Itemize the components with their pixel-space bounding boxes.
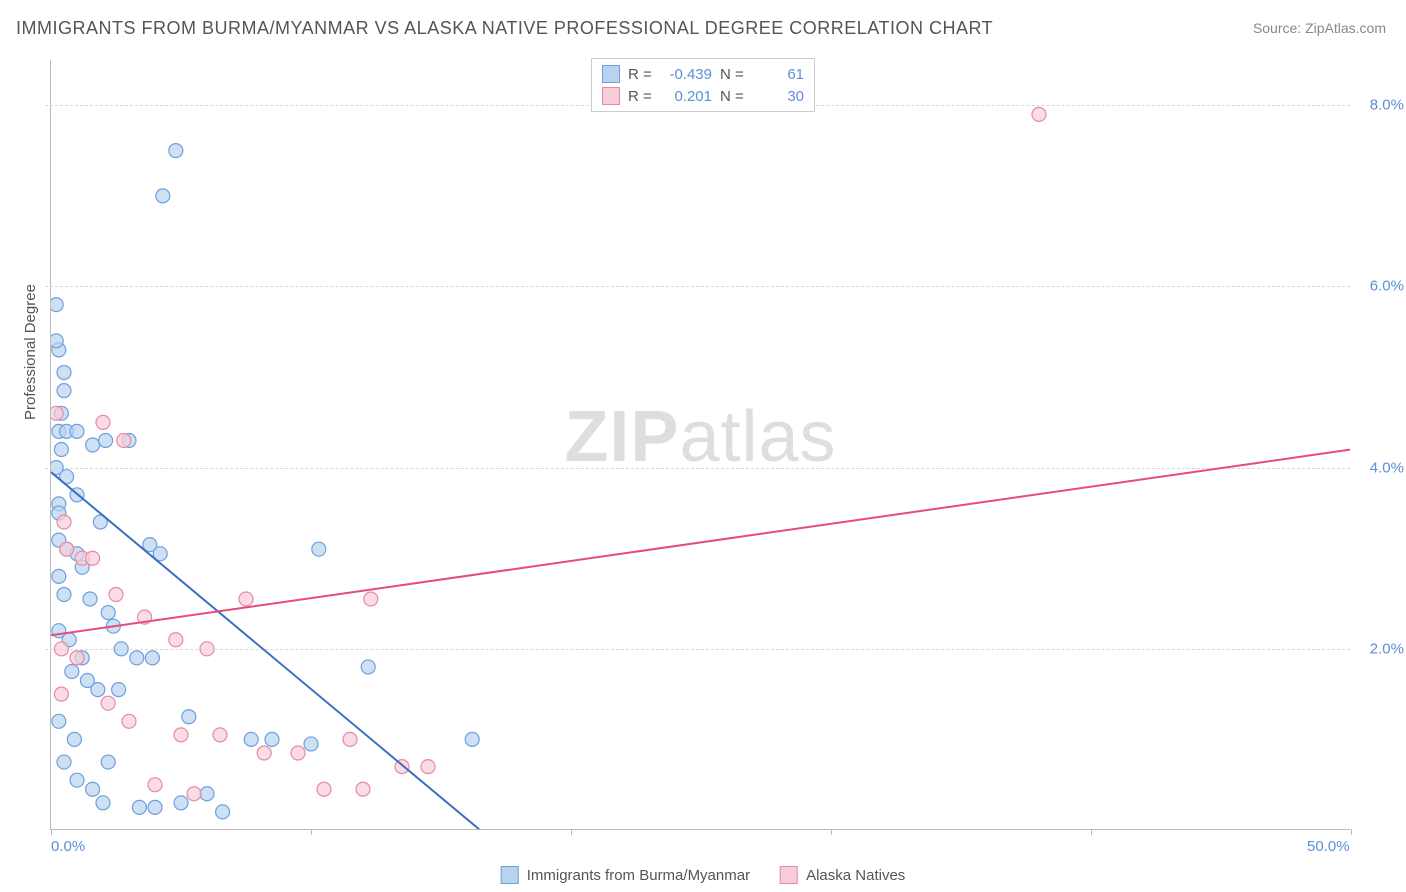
- swatch-series-2b: [780, 866, 798, 884]
- series-legend: Immigrants from Burma/Myanmar Alaska Nat…: [501, 866, 906, 884]
- legend-row-series-2: R = 0.201 N = 30: [602, 85, 804, 107]
- legend-item-series-1: Immigrants from Burma/Myanmar: [501, 866, 750, 884]
- x-tick: [51, 829, 52, 835]
- swatch-series-1b: [501, 866, 519, 884]
- swatch-series-2: [602, 87, 620, 105]
- y-axis-label: Professional Degree: [22, 284, 39, 420]
- r-label: R =: [628, 66, 656, 83]
- r-label: R =: [628, 88, 656, 105]
- n-label: N =: [720, 66, 748, 83]
- y-tick-label: 6.0%: [1354, 278, 1404, 295]
- x-tick: [1091, 829, 1092, 835]
- legend-row-series-1: R = -0.439 N = 61: [602, 63, 804, 85]
- r-value-1: -0.439: [664, 66, 712, 83]
- plot-area: ZIPatlas 2.0%4.0%6.0%8.0%0.0%50.0%: [50, 60, 1350, 830]
- n-value-1: 61: [756, 66, 804, 83]
- series-1-name: Immigrants from Burma/Myanmar: [527, 867, 750, 884]
- chart-svg: [51, 60, 1350, 829]
- swatch-series-1: [602, 65, 620, 83]
- chart-title: IMMIGRANTS FROM BURMA/MYANMAR VS ALASKA …: [16, 18, 993, 39]
- y-tick-label: 2.0%: [1354, 640, 1404, 657]
- x-tick-label: 50.0%: [1307, 838, 1350, 855]
- series-2-name: Alaska Natives: [806, 867, 905, 884]
- source-attribution: Source: ZipAtlas.com: [1253, 20, 1386, 36]
- x-tick-label: 0.0%: [51, 838, 85, 855]
- x-tick: [831, 829, 832, 835]
- n-value-2: 30: [756, 88, 804, 105]
- x-tick: [311, 829, 312, 835]
- x-tick: [571, 829, 572, 835]
- y-tick-label: 8.0%: [1354, 97, 1404, 114]
- x-tick: [1351, 829, 1352, 835]
- correlation-legend: R = -0.439 N = 61 R = 0.201 N = 30: [591, 58, 815, 112]
- y-tick-label: 4.0%: [1354, 459, 1404, 476]
- r-value-2: 0.201: [664, 88, 712, 105]
- n-label: N =: [720, 88, 748, 105]
- legend-item-series-2: Alaska Natives: [780, 866, 905, 884]
